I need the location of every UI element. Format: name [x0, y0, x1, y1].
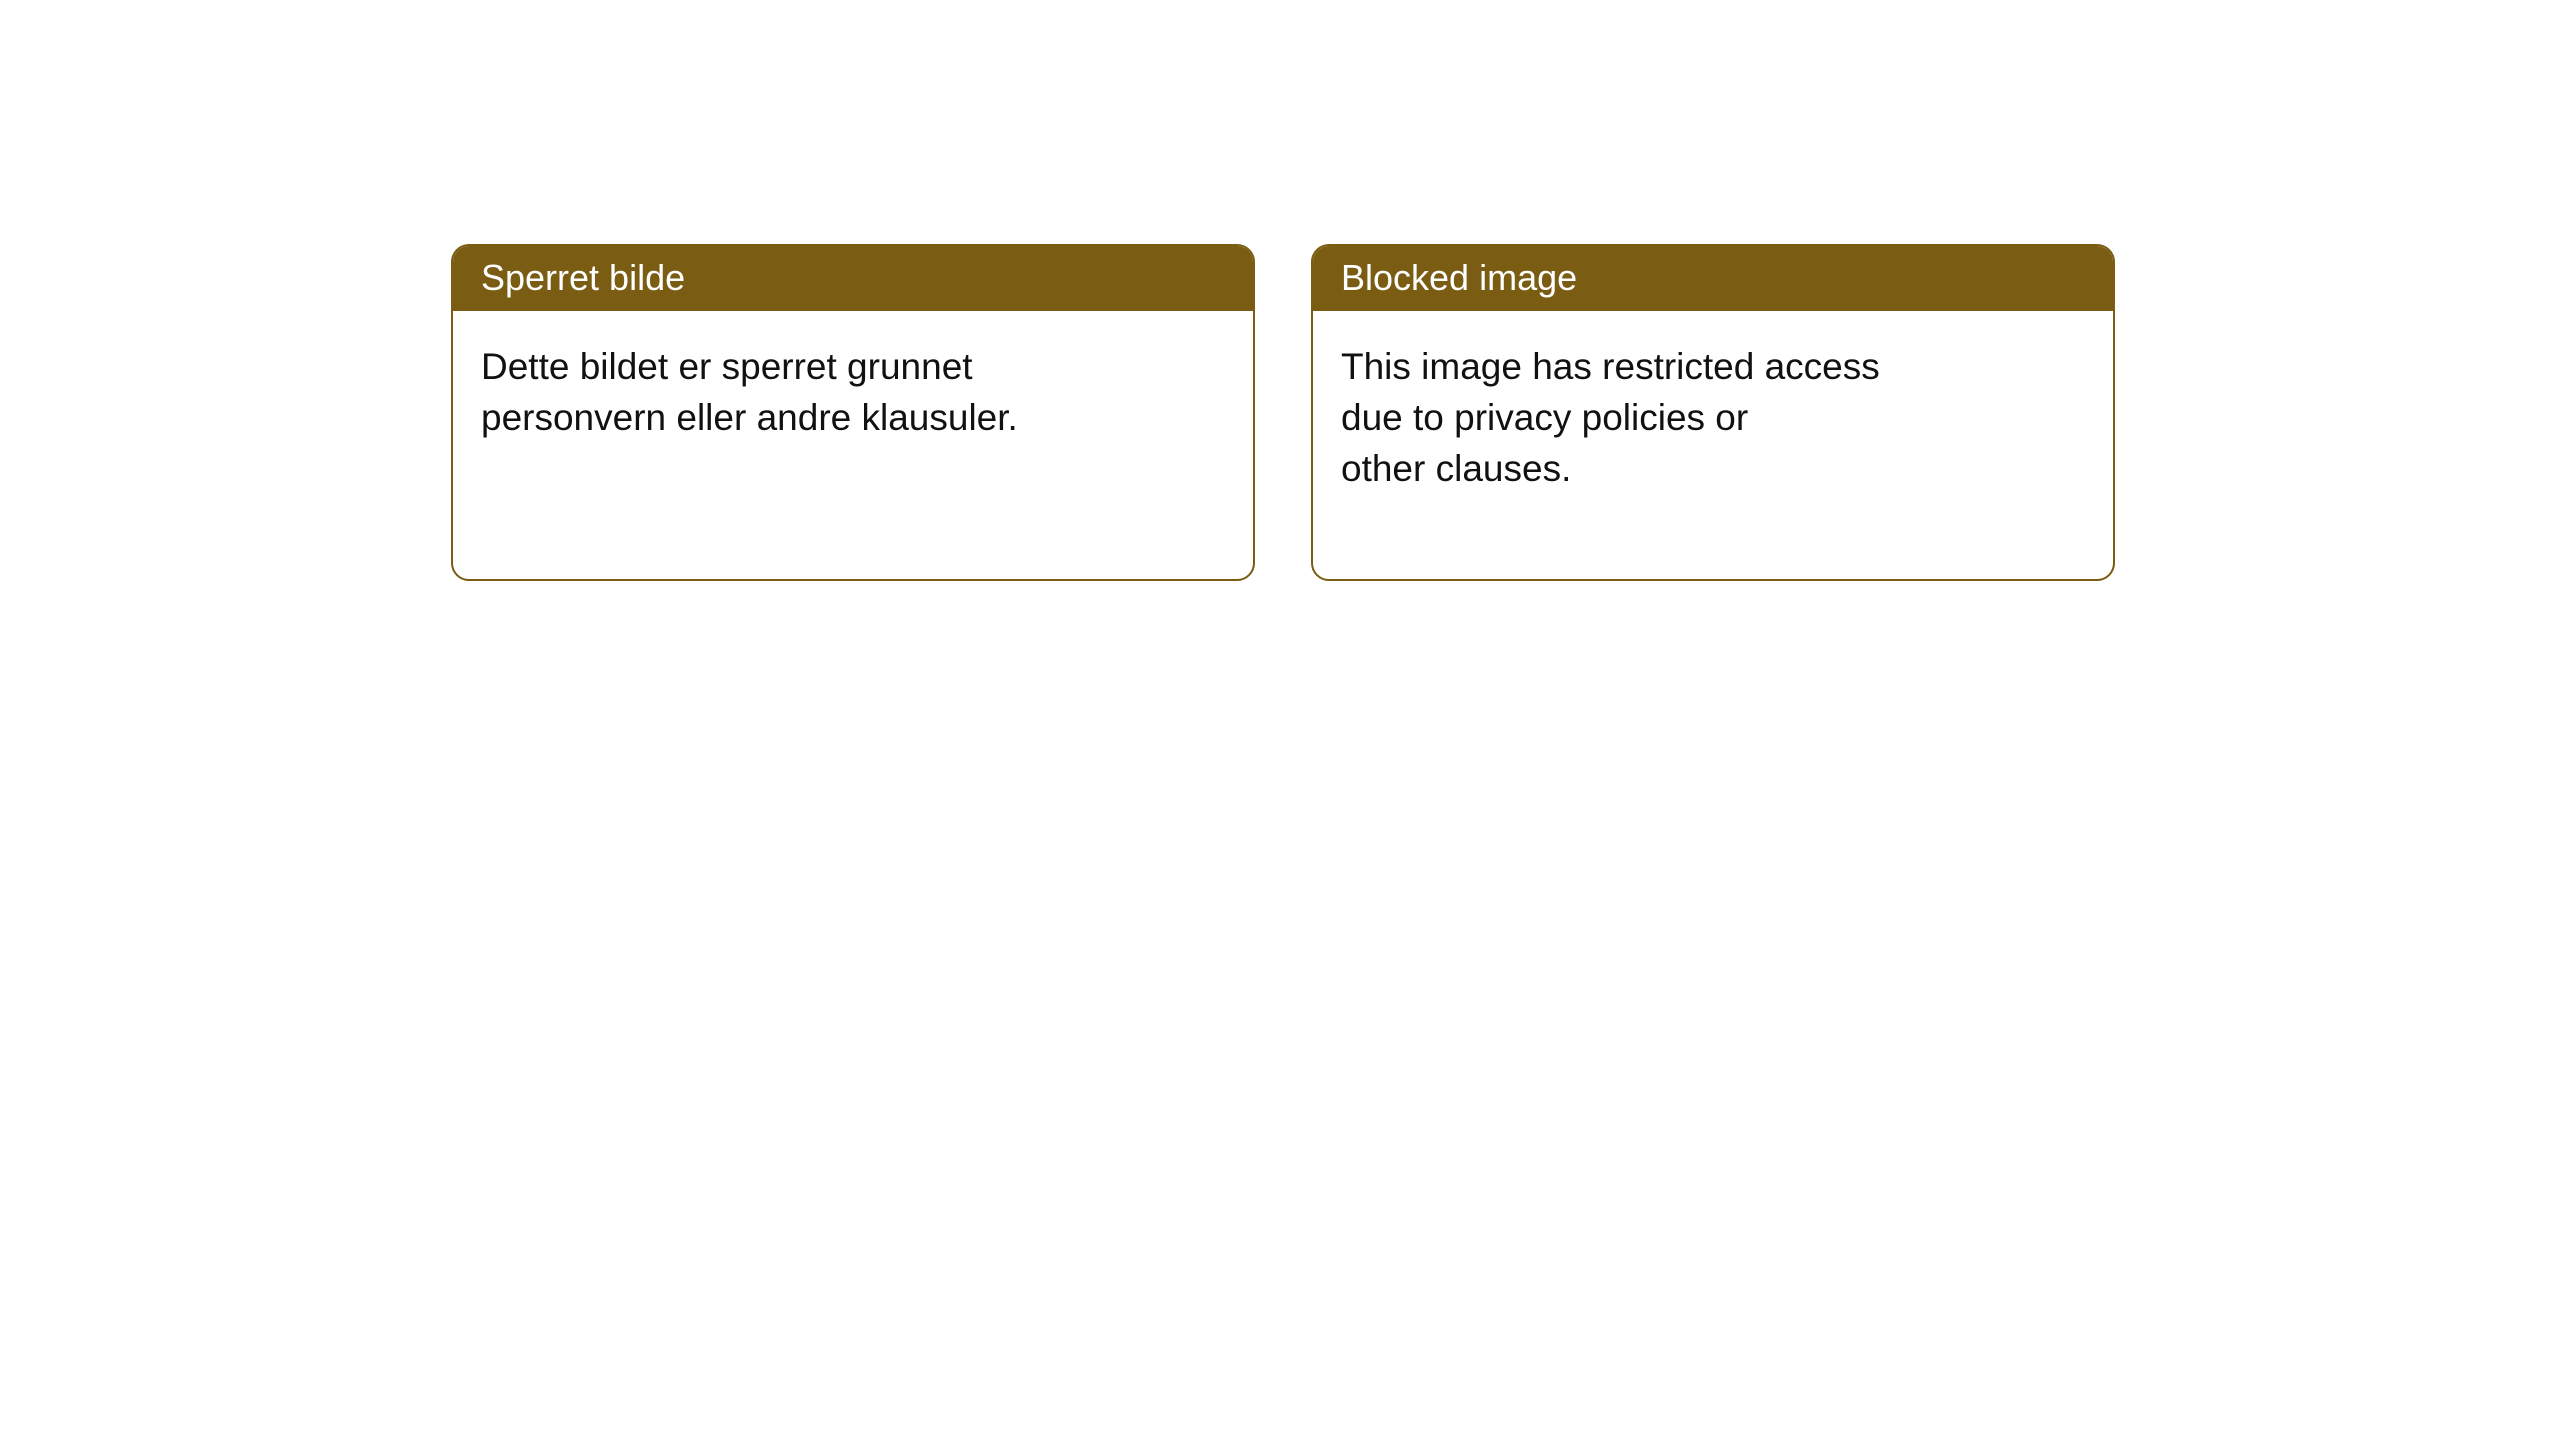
notice-card-no: Sperret bilde Dette bildet er sperret gr… — [451, 244, 1255, 581]
notice-body-en: This image has restricted access due to … — [1313, 311, 2113, 579]
notice-body-no: Dette bildet er sperret grunnet personve… — [453, 311, 1253, 579]
notice-title-no: Sperret bilde — [453, 246, 1253, 311]
notice-title-en: Blocked image — [1313, 246, 2113, 311]
notice-card-en: Blocked image This image has restricted … — [1311, 244, 2115, 581]
notice-container: Sperret bilde Dette bildet er sperret gr… — [0, 0, 2560, 581]
